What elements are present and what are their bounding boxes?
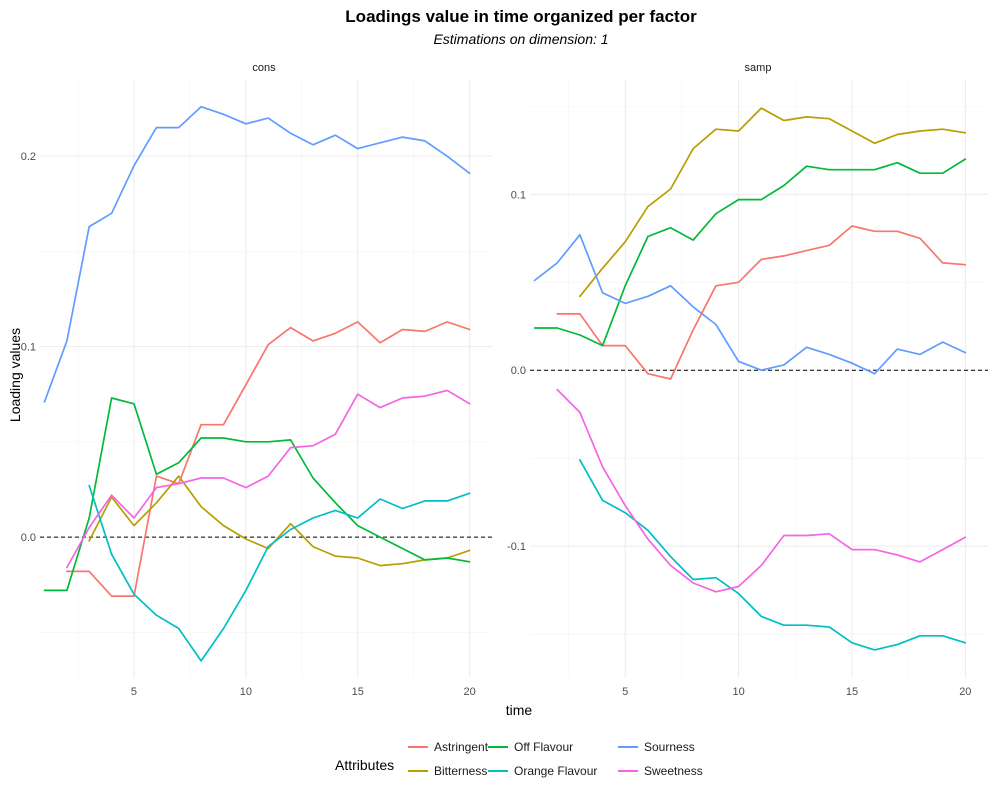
facet-strip-cons: cons (252, 62, 276, 74)
legend-label: Sweetness (644, 764, 703, 778)
legend: Attributes Astringent Bitterness Off Flavo… (335, 740, 703, 778)
legend-label: Sourness (644, 740, 695, 754)
facet-panel-cons: 5 10 15 20 0.0 0.1 0.2 (21, 80, 492, 698)
series-line-sourness (533, 233, 967, 375)
x-tick-label: 5 (131, 686, 137, 698)
legend-label: Astringent (434, 740, 489, 754)
y-tick-label: 0.0 (21, 532, 36, 544)
x-tick-label: 20 (463, 686, 475, 698)
legend-label: Off Flavour (514, 740, 573, 754)
series-line-astringent (66, 321, 471, 597)
y-tick-label: 0.1 (21, 342, 36, 354)
y-tick-label: 0.2 (21, 151, 36, 163)
chart-title: Loadings value in time organized per fac… (345, 7, 697, 26)
series-line-sweetness (66, 389, 471, 569)
series-line-orange-flavour (88, 484, 471, 662)
y-tick-label: 0.1 (511, 189, 526, 201)
x-tick-label: 5 (622, 686, 628, 698)
series-line-sweetness (556, 388, 967, 593)
series-line-astringent (556, 225, 967, 380)
series-line-off-flavour (533, 158, 967, 347)
series-line-bitterness (88, 475, 471, 567)
y-tick-label: 0.0 (511, 365, 526, 377)
x-tick-label: 10 (240, 686, 252, 698)
facet-strip-samp: samp (745, 62, 772, 74)
x-tick-label: 10 (732, 686, 744, 698)
series-line-off-flavour (43, 397, 471, 592)
y-tick-label: -0.1 (507, 541, 526, 553)
legend-title: Attributes (335, 757, 394, 773)
chart-subtitle: Estimations on dimension: 1 (433, 31, 608, 47)
series-line-orange-flavour (579, 459, 967, 651)
facet-panel-samp: 5 10 15 20 -0.1 0.0 0.1 (507, 80, 988, 698)
x-tick-label: 15 (846, 686, 858, 698)
x-tick-label: 15 (352, 686, 364, 698)
series-line-bitterness (579, 107, 967, 298)
x-axis-title: time (506, 702, 533, 718)
x-tick-label: 20 (959, 686, 971, 698)
series-line-sourness (43, 105, 471, 403)
legend-label: Bitterness (434, 764, 487, 778)
y-axis-title: Loading values (7, 328, 23, 422)
legend-label: Orange Flavour (514, 764, 597, 778)
